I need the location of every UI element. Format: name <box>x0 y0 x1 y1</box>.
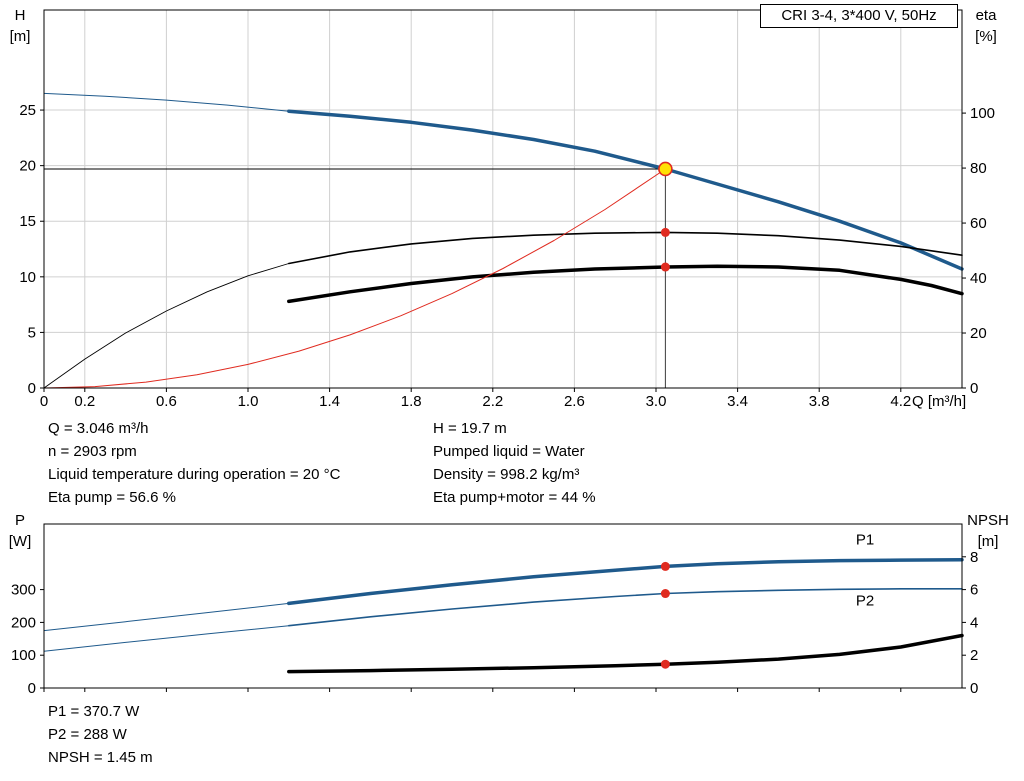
x-axis-ticks: 0 0.2 0.6 1.0 1.4 1.8 2.2 2.6 3.0 3.4 3.8 4.2 <box>40 388 911 410</box>
x-tick-label: 0 <box>40 393 48 410</box>
x-tick-label: 4.2 <box>890 393 911 410</box>
top-left-axis-label: H [m] <box>0 5 40 47</box>
eta-pump-operating-dot <box>660 227 670 237</box>
bottom-right-axis-label: NPSH [m] <box>956 510 1020 552</box>
x-tick-label: 2.6 <box>564 393 585 410</box>
x-tick-label: 0.2 <box>74 393 95 410</box>
eta-axis-title: eta <box>975 7 997 24</box>
duty-annotations-left: Q = 3.046 m³/h n = 2903 rpm Liquid tempe… <box>48 417 340 509</box>
left-tick-label: 10 <box>19 269 36 286</box>
annotation-eta-pump-motor: Eta pump+motor = 44 % <box>433 489 596 506</box>
qh-efficiency-chart-frame <box>43 9 963 389</box>
left-tick-label: 20 <box>19 158 36 175</box>
annotation-speed: n = 2903 rpm <box>48 443 137 460</box>
eta-axis-unit: [%] <box>975 28 997 45</box>
x-tick-label: 1.0 <box>238 393 259 410</box>
power-annotations: P1 = 370.7 W P2 = 288 W NPSH = 1.45 m <box>48 700 153 769</box>
x-axis-ticks <box>43 688 902 692</box>
right-tick-label: 40 <box>970 270 987 287</box>
x-tick-label: 1.4 <box>319 393 340 410</box>
right-tick-label: 2 <box>970 647 978 664</box>
right-tick-label: 8 <box>970 549 978 566</box>
right-tick-label: 100 <box>970 105 995 122</box>
power-npsh-chart-frame <box>43 523 963 689</box>
npsh-curve <box>287 633 964 674</box>
x-tick-label: 0.6 <box>156 393 177 410</box>
p-axis-unit: [W] <box>8 533 32 550</box>
right-tick-label: 4 <box>970 614 978 631</box>
left-tick-label: 300 <box>11 582 36 599</box>
left-axis-ticks: 0 5 10 15 20 25 <box>19 102 44 397</box>
left-tick-label: 0 <box>28 680 36 697</box>
p1-operating-dot <box>660 561 670 571</box>
left-tick-label: 25 <box>19 102 36 119</box>
left-tick-label: 100 <box>11 647 36 664</box>
annotation-density: Density = 998.2 kg/m³ <box>433 466 580 483</box>
right-axis-ticks: 0 20 40 60 80 100 <box>962 105 995 397</box>
p1-curve-label: P1 <box>856 531 874 548</box>
h-axis-unit: [m] <box>9 28 31 45</box>
left-tick-label: 15 <box>19 213 36 230</box>
x-tick-label: 2.2 <box>482 393 503 410</box>
right-axis-ticks: 0 2 4 6 8 <box>962 549 978 697</box>
x-tick-label: 1.8 <box>401 393 422 410</box>
eta-pump-motor-curve <box>287 264 964 304</box>
npsh-operating-dot <box>660 659 670 669</box>
p2-operating-dot <box>660 589 670 599</box>
power-npsh-chart: 0 100 200 300 0 2 4 6 8 P1 P2 <box>11 523 978 697</box>
left-axis-ticks: 0 100 200 300 <box>11 582 44 697</box>
eta-pump-motor-operating-dot <box>660 262 670 272</box>
right-tick-label: 60 <box>970 215 987 232</box>
grid-lines <box>44 10 962 388</box>
annotation-head: H = 19.7 m <box>433 420 507 437</box>
eta-pump-extension <box>43 263 290 389</box>
eta-pump-curve <box>287 231 963 265</box>
qh-curve <box>287 109 964 271</box>
x-tick-label: 3.8 <box>809 393 830 410</box>
annotation-pumped-liquid: Pumped liquid = Water <box>433 443 585 460</box>
annotation-flow: Q = 3.046 m³/h <box>48 420 149 437</box>
pump-title-box: CRI 3-4, 3*400 V, 50Hz <box>760 4 958 28</box>
npsh-axis-unit: [m] <box>977 533 999 550</box>
npsh-axis-title: NPSH <box>967 512 1009 529</box>
qh-efficiency-chart: 0 0.2 0.6 1.0 1.4 1.8 2.2 2.6 3.0 3.4 3.8 4.2 Q [m³/… <box>19 9 995 410</box>
h-axis-title: H <box>14 7 26 24</box>
right-tick-label: 0 <box>970 680 978 697</box>
p2-extension <box>43 625 290 652</box>
left-tick-label: 0 <box>28 380 36 397</box>
x-axis-unit-label: Q [m³/h] <box>912 393 966 410</box>
x-tick-label: 3.0 <box>646 393 667 410</box>
annotation-liquid-temperature: Liquid temperature during operation = 20… <box>48 466 341 483</box>
bottom-left-axis-label: P [W] <box>0 510 40 552</box>
right-tick-label: 20 <box>970 325 987 342</box>
left-tick-label: 5 <box>28 324 36 341</box>
qh-curve-extension <box>43 92 290 112</box>
x-tick-label: 3.4 <box>727 393 748 410</box>
right-tick-label: 0 <box>970 380 978 397</box>
annotation-p1: P1 = 370.7 W <box>48 703 140 720</box>
right-tick-label: 80 <box>970 160 987 177</box>
system-curve <box>43 168 666 389</box>
p-axis-title: P <box>14 512 25 529</box>
left-tick-label: 200 <box>11 614 36 631</box>
annotation-npsh: NPSH = 1.45 m <box>48 749 153 766</box>
duty-annotations-right: H = 19.7 m Pumped liquid = Water Density… <box>433 417 596 509</box>
right-tick-label: 6 <box>970 582 978 599</box>
annotation-eta-pump: Eta pump = 56.6 % <box>48 489 176 506</box>
p1-extension <box>43 602 290 632</box>
duty-point[interactable] <box>658 161 673 177</box>
top-right-axis-label: eta [%] <box>956 5 1016 47</box>
annotation-p2: P2 = 288 W <box>48 726 127 743</box>
p2-curve-label: P2 <box>856 592 874 609</box>
